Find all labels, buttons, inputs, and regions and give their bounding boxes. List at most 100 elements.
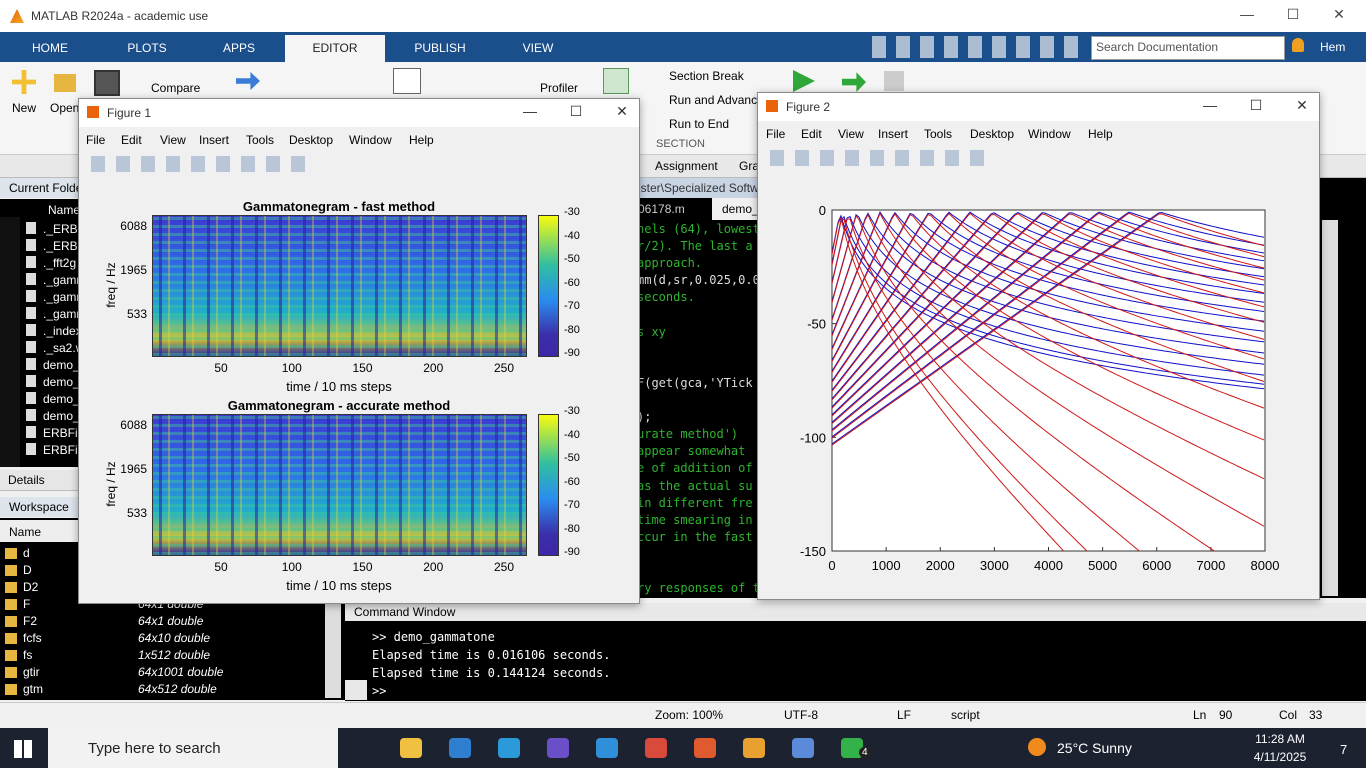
var-name[interactable]: gtir bbox=[23, 665, 40, 679]
ribbon-button[interactable]: Section Break bbox=[669, 69, 744, 83]
menu-item[interactable]: View bbox=[160, 133, 186, 147]
file-name[interactable]: ._fft2g bbox=[43, 256, 77, 270]
file-name[interactable]: demo_ bbox=[43, 409, 80, 423]
ribbon-tab[interactable]: VIEW bbox=[522, 41, 554, 55]
menu-item[interactable]: Insert bbox=[199, 133, 230, 147]
editor-path: ister\Specialized Softw bbox=[638, 181, 759, 195]
y-tick-label: 6088 bbox=[120, 418, 147, 432]
ribbon-button[interactable]: Profiler bbox=[540, 81, 579, 95]
ribbon-tab[interactable]: EDITOR bbox=[312, 41, 358, 55]
taskbar-app[interactable] bbox=[645, 738, 667, 758]
ribbon-tab[interactable]: PLOTS bbox=[127, 41, 167, 55]
y-tick-label: 1965 bbox=[120, 462, 147, 476]
taskbar-app[interactable] bbox=[547, 738, 569, 758]
file-name[interactable]: ._ERBS bbox=[43, 239, 86, 253]
ribbon-button[interactable]: Run to End bbox=[669, 117, 730, 131]
ribbon-tab[interactable]: APPS bbox=[222, 41, 255, 55]
window-button[interactable]: ☐ bbox=[1249, 97, 1263, 113]
file-name[interactable]: ._gamn bbox=[43, 307, 84, 321]
menu-item[interactable]: Help bbox=[1088, 127, 1113, 141]
window-button[interactable]: ☐ bbox=[569, 103, 583, 119]
panel-title: Workspace bbox=[9, 500, 69, 514]
file-name[interactable]: ERBFilt bbox=[43, 426, 84, 440]
menu-item[interactable]: Window bbox=[349, 133, 392, 147]
file-name[interactable]: demo_ bbox=[43, 375, 80, 389]
file-name[interactable]: ERBFilt bbox=[43, 443, 84, 457]
ribbon-button[interactable]: Run and Advance bbox=[669, 93, 764, 107]
title-bar bbox=[0, 0, 1366, 32]
window-button[interactable]: ✕ bbox=[616, 103, 628, 119]
taskbar-app[interactable] bbox=[743, 738, 765, 758]
spectrogram-image bbox=[152, 414, 527, 556]
var-name[interactable]: D2 bbox=[23, 580, 39, 594]
window-button[interactable]: ✕ bbox=[1296, 97, 1308, 113]
ribbon-tab[interactable]: PUBLISH bbox=[414, 41, 466, 55]
var-name[interactable]: fs bbox=[23, 648, 33, 662]
file-icon bbox=[26, 392, 36, 404]
window-button[interactable]: — bbox=[523, 103, 537, 119]
start[interactable] bbox=[14, 740, 32, 758]
file-name[interactable]: ._sa2.w bbox=[43, 341, 85, 355]
var-name[interactable]: d bbox=[23, 546, 30, 560]
file-icon bbox=[26, 358, 36, 370]
var-name[interactable]: F bbox=[23, 597, 31, 611]
menu-item[interactable]: Insert bbox=[878, 127, 909, 141]
colorbar bbox=[538, 215, 559, 357]
menu-item[interactable]: File bbox=[86, 133, 106, 147]
taskbar-app[interactable] bbox=[498, 738, 520, 758]
file-name[interactable]: demo_ bbox=[43, 392, 80, 406]
breadcrumb[interactable]: Gra bbox=[739, 159, 760, 173]
taskbar-app[interactable] bbox=[596, 738, 618, 758]
taskbar-search[interactable]: Type here to search bbox=[48, 728, 338, 768]
status-item: Ln bbox=[1193, 708, 1207, 722]
breadcrumb[interactable]: Assignment bbox=[655, 159, 718, 173]
var-name[interactable]: F2 bbox=[23, 614, 38, 628]
file-name[interactable]: demo_ bbox=[43, 358, 80, 372]
search-box[interactable]: Search Documentation bbox=[1091, 36, 1285, 60]
editor-tab[interactable]: 06178.m bbox=[638, 202, 685, 216]
user-menu[interactable]: Hem bbox=[1320, 40, 1346, 54]
var-value: 1x512 double bbox=[138, 648, 211, 662]
file-name[interactable]: ._gamn bbox=[43, 290, 84, 304]
file-name[interactable]: ._gamn bbox=[43, 273, 84, 287]
menu-item[interactable]: Tools bbox=[924, 127, 953, 141]
var-icon bbox=[5, 667, 17, 678]
y-tick-label: -150 bbox=[800, 544, 826, 559]
editor-tab[interactable]: demo_ bbox=[722, 202, 759, 216]
ribbon-button[interactable]: Open bbox=[50, 101, 80, 115]
menu-item[interactable]: Desktop bbox=[289, 133, 334, 147]
window-button[interactable]: — bbox=[1240, 6, 1254, 22]
file-name[interactable]: ._index bbox=[43, 324, 82, 338]
menu-item[interactable]: Edit bbox=[121, 133, 142, 147]
file-name[interactable]: ._ERBF bbox=[43, 222, 86, 236]
taskbar-app[interactable] bbox=[694, 738, 716, 758]
var-name[interactable]: D bbox=[23, 563, 32, 577]
taskbar-app[interactable] bbox=[792, 738, 814, 758]
x-tick-label: 4000 bbox=[1034, 558, 1063, 573]
window-button[interactable]: ✕ bbox=[1333, 6, 1345, 22]
ribbon-tab[interactable]: HOME bbox=[32, 41, 68, 55]
menu-item[interactable]: Tools bbox=[246, 133, 275, 147]
window-button[interactable]: ☐ bbox=[1286, 6, 1300, 22]
window-button[interactable]: — bbox=[1203, 97, 1217, 113]
file-icon bbox=[26, 341, 36, 353]
taskbar-app[interactable] bbox=[449, 738, 471, 758]
menu-item[interactable]: Edit bbox=[801, 127, 822, 141]
menu-item[interactable]: Window bbox=[1028, 127, 1071, 141]
colorbar bbox=[538, 414, 559, 556]
menu-item[interactable]: Help bbox=[409, 133, 434, 147]
colorbar-tick-label: -60 bbox=[564, 475, 580, 488]
menu-item[interactable]: File bbox=[766, 127, 786, 141]
status-item: Zoom: 100% bbox=[655, 708, 724, 722]
taskbar-app[interactable] bbox=[400, 738, 422, 758]
var-icon bbox=[5, 548, 17, 559]
taskbar-app[interactable] bbox=[841, 738, 863, 758]
ribbon-button[interactable]: Compare bbox=[151, 81, 201, 95]
var-name[interactable]: fcfs bbox=[23, 631, 42, 645]
menu-item[interactable]: View bbox=[838, 127, 864, 141]
var-name[interactable]: gtm bbox=[23, 682, 44, 696]
y-tick-label: 533 bbox=[126, 506, 147, 520]
menu-item[interactable]: Desktop bbox=[970, 127, 1015, 141]
ribbon-button[interactable]: New bbox=[12, 101, 37, 115]
